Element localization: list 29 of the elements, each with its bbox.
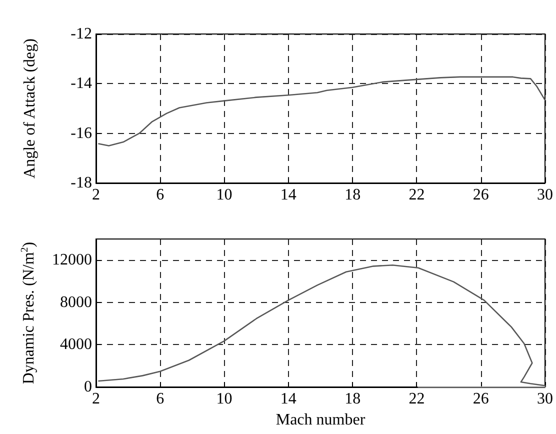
y-tick-label: 8000 [60,294,92,311]
x-tick-label: 14 [280,390,296,408]
x-tick-label: 26 [472,186,489,204]
y-tick-label: -18 [70,174,92,192]
y-tick-label: 12000 [52,252,92,269]
line-series [98,76,546,146]
x-tick-label: 30 [537,186,553,204]
x-tick-label: 6 [156,186,164,204]
y-tick-label: 0 [84,378,92,396]
y-tick-label: -16 [70,124,92,142]
x-tick-label: 14 [280,186,296,204]
line-series [98,264,546,386]
y-axis-title: Angle of Attack (deg) [22,38,38,178]
x-tick-label: 22 [408,390,425,408]
y-tick-label: 4000 [60,336,92,354]
x-tick-label: 6 [156,390,164,408]
x-tick-label: 18 [344,390,361,408]
x-tick-label: 26 [472,390,489,408]
x-tick-label: 10 [216,186,232,204]
x-tick-label: 2 [92,390,100,408]
x-tick-label: 2 [92,186,100,204]
x-tick-label: 22 [408,186,425,204]
x-tick-label: 30 [537,390,553,408]
x-tick-label: 18 [344,186,361,204]
y-tick-label: -14 [70,75,92,92]
y-tick-label: -12 [70,26,92,42]
y-axis-title: Dynamic Pres. (N/m2) [20,242,38,384]
x-tick-label: 10 [216,390,232,408]
x-axis-title: Mach number [276,411,366,428]
